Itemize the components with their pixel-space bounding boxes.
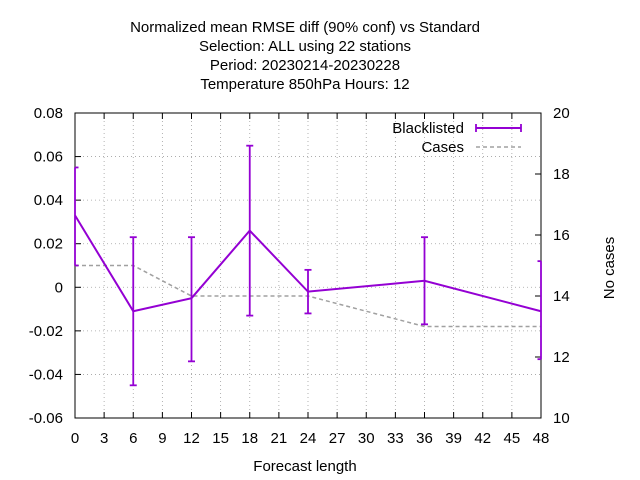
x-tick-label: 15 [212,430,229,447]
legend-label-blacklisted: Blacklisted [392,120,464,137]
x-tick-label: 18 [241,430,258,447]
title-line: Temperature 850hPa Hours: 12 [200,76,409,93]
x-axis: 0 3 6 9 12 15 18 21 24 27 30 33 36 39 42 45 48 [71,113,550,447]
y-tick-label: 0.06 [34,149,63,166]
title-line: Selection: ALL using 22 stations [199,38,411,55]
grid [75,113,541,418]
x-tick-label: 33 [387,430,404,447]
x-tick-label: 12 [183,430,200,447]
y-tick-label: 0.08 [34,105,63,122]
series-layer [74,144,542,387]
x-tick-label: 6 [129,430,137,447]
x-tick-label: 42 [474,430,491,447]
x-tick-label: 48 [533,430,550,447]
x-tick-label: 30 [358,430,375,447]
chart-title: Normalized mean RMSE diff (90% conf) vs … [130,19,480,93]
legend: Blacklisted Cases [392,120,522,156]
title-line: Period: 20230214-20230228 [210,57,400,74]
y2-tick-label: 14 [553,288,570,305]
legend-label-cases: Cases [421,139,464,156]
y2-tick-label: 12 [553,349,570,366]
title-line: Normalized mean RMSE diff (90% conf) vs … [130,19,480,36]
y-tick-label: 0 [55,279,63,296]
y2-tick-label: 16 [553,227,570,244]
x-tick-label: 0 [71,430,79,447]
x-tick-label: 9 [158,430,166,447]
x-tick-label: 27 [329,430,346,447]
y2-tick-label: 20 [553,105,570,122]
y-axis: -0.06 -0.04 -0.02 0 0.02 0.04 0.06 0.08 [29,105,81,427]
y-tick-label: 0.04 [34,192,63,209]
y-tick-label: -0.06 [29,410,63,427]
x-axis-label: Forecast length [253,458,356,475]
x-tick-label: 39 [445,430,462,447]
y2-tick-label: 10 [553,410,570,427]
y-tick-label: 0.02 [34,236,63,253]
y-tick-label: -0.02 [29,323,63,340]
y-tick-label: -0.04 [29,366,63,383]
x-tick-label: 24 [300,430,317,447]
x-tick-label: 45 [504,430,521,447]
y2-axis-label: No cases [601,237,618,300]
y2-tick-label: 18 [553,166,570,183]
x-tick-label: 21 [271,430,288,447]
x-tick-label: 3 [100,430,108,447]
y2-axis: 10 12 14 16 18 20 [535,105,570,427]
x-tick-label: 36 [416,430,433,447]
